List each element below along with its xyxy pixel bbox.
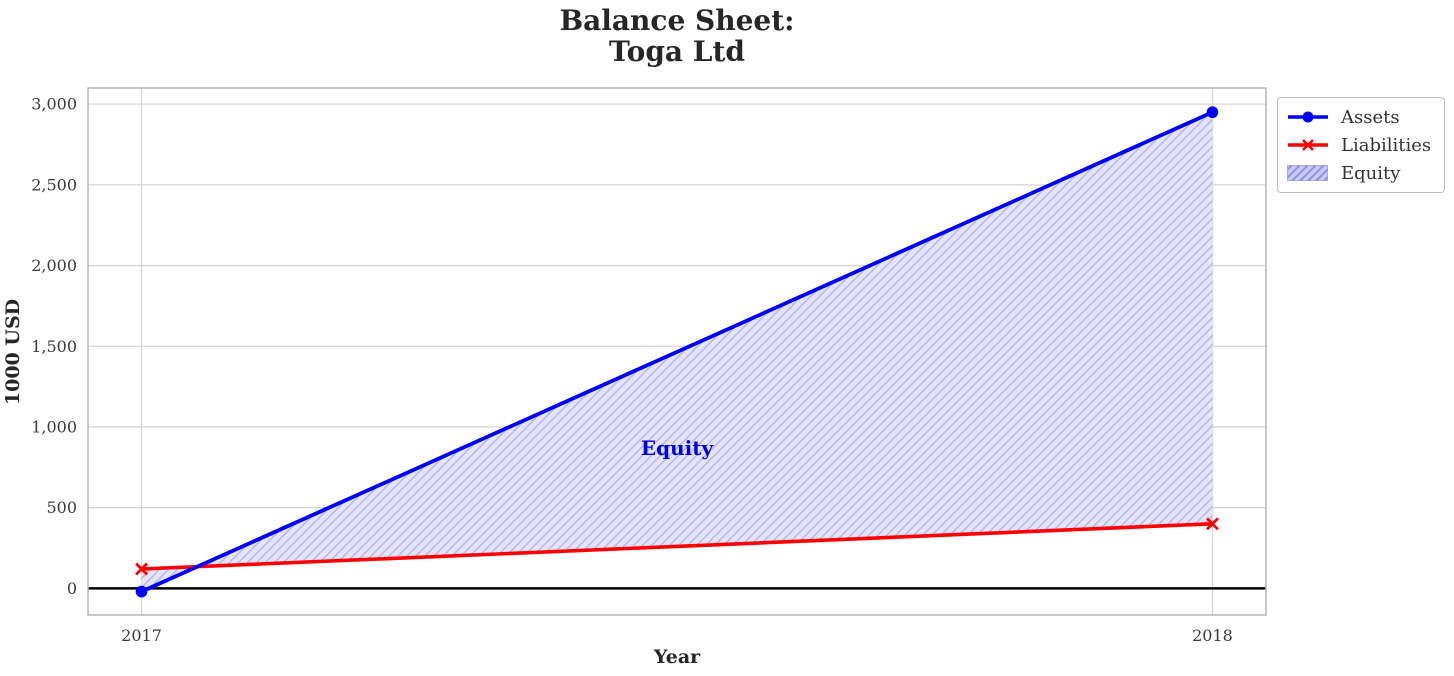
y-tick-label: 3,000 [31,95,77,114]
y-axis-label: 1000 USD [2,299,24,405]
y-tick-label: 500 [46,498,77,517]
assets-line [140,110,1214,594]
assets-marker [135,585,148,598]
legend-label-assets: Assets [1341,106,1400,128]
legend-label-equity: Equity [1341,162,1401,184]
assets-line-icon [1288,111,1328,123]
equity-annotation: Equity [641,436,715,460]
chart-title: Balance Sheet: Toga Ltd [88,5,1266,67]
y-tick-label: 2,000 [31,256,77,275]
legend: Assets Liabilities Equity [1277,97,1445,193]
legend-item-equity: Equity [1286,159,1436,187]
y-tick-label: 1,500 [31,337,77,356]
x-tick-label: 2017 [121,626,162,645]
liabilities-line-icon [1288,139,1328,151]
liabilities-marker [135,562,149,576]
x-tick-label: 2018 [1192,626,1233,645]
equity-hatch-icon [1287,165,1328,181]
legend-label-liabilities: Liabilities [1341,134,1432,156]
y-tick-label: 0 [67,579,77,598]
chart-title-line1: Balance Sheet: [559,4,795,37]
chart-title-line2: Toga Ltd [609,35,745,68]
x-axis-label: Year [653,646,701,668]
legend-item-assets: Assets [1286,103,1436,131]
y-tick-label: 1,000 [31,417,77,436]
y-tick-label: 2,500 [31,175,77,194]
assets-marker [1206,106,1219,119]
liabilities-line [141,522,1213,571]
plot-frame [87,87,1267,616]
legend-item-liabilities: Liabilities [1286,131,1436,159]
liabilities-marker [1205,517,1219,531]
